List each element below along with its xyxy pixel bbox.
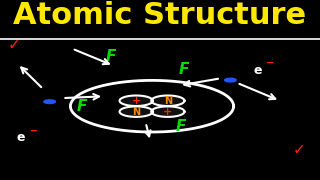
Text: ✓: ✓ — [8, 37, 21, 53]
Text: −: − — [29, 125, 38, 136]
Text: e: e — [253, 64, 262, 77]
Polygon shape — [151, 106, 185, 117]
Text: e: e — [17, 131, 25, 144]
Text: F: F — [76, 99, 87, 114]
Text: Atomic Structure: Atomic Structure — [13, 1, 307, 30]
Text: −: − — [266, 58, 274, 68]
Text: N: N — [132, 107, 140, 117]
Polygon shape — [151, 96, 185, 106]
Text: +: + — [163, 107, 172, 117]
Text: N: N — [164, 96, 172, 106]
Text: F: F — [179, 62, 189, 77]
Polygon shape — [225, 78, 236, 82]
Polygon shape — [44, 100, 55, 103]
Text: F: F — [105, 49, 116, 64]
Polygon shape — [120, 96, 153, 106]
Text: ✓: ✓ — [293, 142, 306, 157]
Text: +: + — [132, 96, 141, 106]
Polygon shape — [120, 106, 153, 117]
Text: F: F — [176, 119, 186, 134]
